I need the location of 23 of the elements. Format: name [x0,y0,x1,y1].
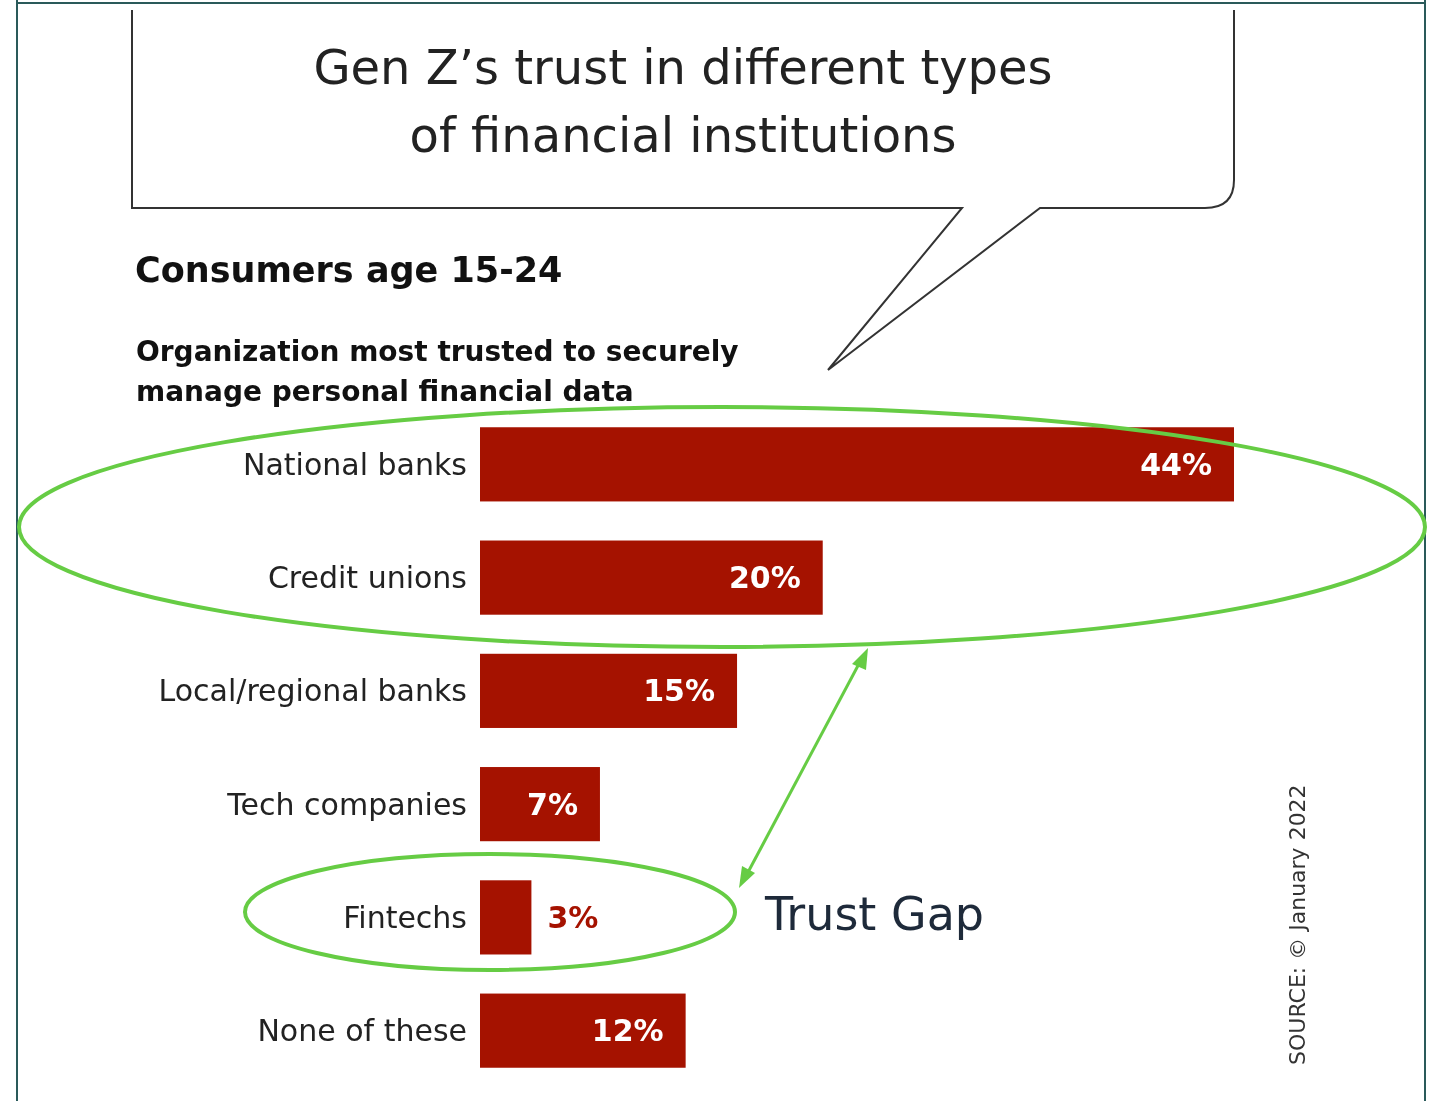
bar [480,880,532,955]
bar [480,993,686,1068]
y-tick-label: None of these [257,1013,467,1049]
source-note: SOURCE: © January 2022 [1285,784,1310,1065]
annotation: Trust Gap [764,887,985,941]
bar [480,767,600,842]
data-label: 3% [547,899,599,935]
y-tick-label: Local/regional banks [158,673,467,709]
y-tick-label: Fintechs [343,899,467,935]
data-label: 12% [591,1013,664,1049]
data-label: 20% [728,560,801,596]
bar [480,540,823,615]
data-label: 15% [643,673,716,709]
annotation: Organization most trusted to securely manage personal financial data [136,335,739,408]
data-label: 44% [1140,446,1212,482]
bar [480,427,1234,502]
y-tick-label: Credit unions [267,560,467,596]
y-tick-label: Tech companies [226,786,467,822]
chart-title: Gen Z’s trust in different types of financial institutions [313,39,1053,163]
bar [480,653,738,728]
y-tick-label: National banks [243,446,467,482]
data-label: 7% [527,786,578,822]
chart-subtitle: Consumers age 15-24 [135,250,563,290]
